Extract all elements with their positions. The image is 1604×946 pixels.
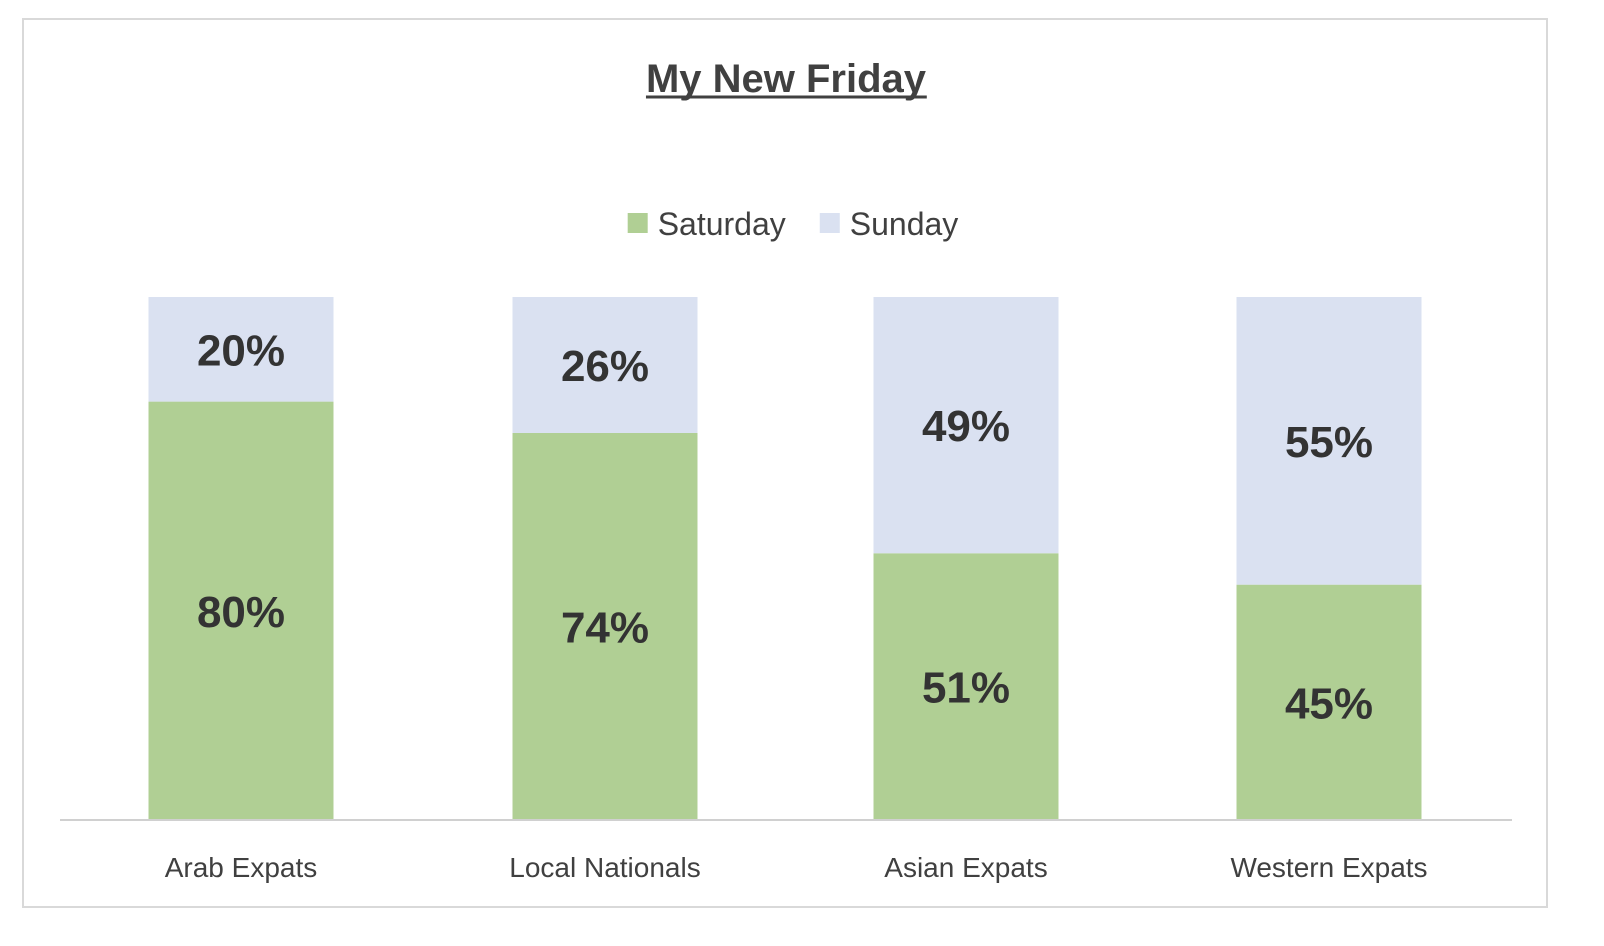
- data-label-sunday-2: 26%: [561, 342, 649, 391]
- data-label-sunday-4: 55%: [1285, 418, 1373, 467]
- x-tick-label-2: Local Nationals: [509, 852, 700, 883]
- x-axis-tick-labels: Arab Expats Local Nationals Asian Expats We…: [165, 852, 1428, 883]
- legend-swatch-sunday: [819, 213, 840, 233]
- chart-data-labels: 80% 20% 74% 26% 51% 49% 45% 55%: [197, 326, 1373, 728]
- chart-legend: Saturday Sunday: [627, 206, 959, 242]
- bar-saturday-3: [873, 553, 1059, 820]
- bar-sunday-1: [148, 297, 334, 402]
- x-tick-label-3: Asian Expats: [884, 852, 1047, 883]
- bar-saturday-4: [1236, 584, 1422, 820]
- bar-saturday-1: [148, 401, 334, 820]
- bar-sunday-2: [512, 297, 698, 433]
- x-tick-label-1: Arab Expats: [165, 852, 318, 883]
- bar-sunday-4: [1236, 297, 1422, 585]
- data-label-sunday-3: 49%: [922, 402, 1010, 451]
- chart-title: My New Friday: [646, 57, 927, 101]
- data-label-saturday-3: 51%: [922, 664, 1010, 713]
- bar-sunday-3: [873, 297, 1059, 554]
- x-tick-label-4: Western Expats: [1230, 852, 1427, 883]
- data-label-sunday-1: 20%: [197, 326, 285, 375]
- bar-saturday-2: [512, 432, 698, 820]
- legend-label-sunday: Sunday: [850, 206, 959, 242]
- data-label-saturday-1: 80%: [197, 588, 285, 637]
- data-label-saturday-2: 74%: [561, 603, 649, 652]
- legend-swatch-saturday: [627, 213, 648, 233]
- data-label-saturday-4: 45%: [1285, 679, 1373, 728]
- legend-label-saturday: Saturday: [658, 206, 786, 242]
- chart-bars: [148, 297, 1422, 820]
